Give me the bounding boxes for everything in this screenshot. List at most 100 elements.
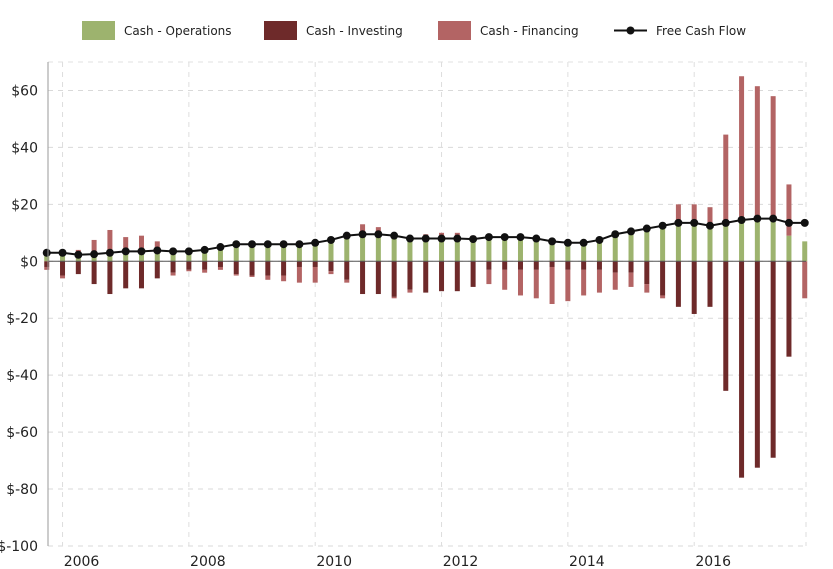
bar-cash-financing[interactable] <box>60 275 66 279</box>
bar-cash-financing[interactable] <box>723 134 729 225</box>
bar-cash-financing[interactable] <box>581 269 587 296</box>
bar-cash-financing[interactable] <box>360 224 366 233</box>
bar-cash-financing[interactable] <box>391 296 397 299</box>
bar-cash-financing[interactable] <box>517 269 523 296</box>
free-cash-flow-point[interactable] <box>532 234 541 243</box>
bar-cash-investing[interactable] <box>296 261 302 267</box>
free-cash-flow-point[interactable] <box>169 247 178 256</box>
free-cash-flow-point[interactable] <box>390 231 399 240</box>
bar-cash-investing[interactable] <box>454 261 460 292</box>
bar-cash-financing[interactable] <box>596 269 602 293</box>
bar-cash-financing[interactable] <box>707 207 713 228</box>
bar-cash-operations[interactable] <box>486 237 492 262</box>
free-cash-flow-point[interactable] <box>184 247 193 256</box>
free-cash-flow-point[interactable] <box>153 246 162 255</box>
legend-item[interactable]: Cash - Investing <box>264 21 403 40</box>
bar-cash-operations[interactable] <box>281 244 287 262</box>
bar-cash-operations[interactable] <box>391 235 397 262</box>
bar-cash-investing[interactable] <box>660 261 666 296</box>
bar-cash-operations[interactable] <box>707 227 713 262</box>
bar-cash-operations[interactable] <box>612 235 618 262</box>
bar-cash-financing[interactable] <box>407 289 413 293</box>
bar-cash-operations[interactable] <box>739 221 745 262</box>
free-cash-flow-point[interactable] <box>516 233 525 242</box>
free-cash-flow-point[interactable] <box>579 238 588 247</box>
bar-cash-investing[interactable] <box>565 261 571 270</box>
bar-cash-investing[interactable] <box>202 261 208 270</box>
free-cash-flow-point[interactable] <box>784 218 793 227</box>
bar-cash-financing[interactable] <box>44 266 50 270</box>
bar-cash-investing[interactable] <box>423 261 429 293</box>
bar-cash-investing[interactable] <box>154 261 160 279</box>
free-cash-flow-point[interactable] <box>674 218 683 227</box>
bar-cash-investing[interactable] <box>770 261 776 458</box>
free-cash-flow-point[interactable] <box>216 243 225 252</box>
bar-cash-investing[interactable] <box>312 261 318 267</box>
bar-cash-investing[interactable] <box>123 261 129 289</box>
free-cash-flow-point[interactable] <box>248 240 257 249</box>
bar-cash-operations[interactable] <box>770 221 776 262</box>
free-cash-flow-point[interactable] <box>358 230 367 239</box>
bar-cash-financing[interactable] <box>296 266 302 283</box>
free-cash-flow-point[interactable] <box>137 247 146 256</box>
bar-cash-operations[interactable] <box>123 251 129 262</box>
bar-cash-operations[interactable] <box>754 221 760 262</box>
free-cash-flow-point[interactable] <box>437 234 446 243</box>
free-cash-flow-point[interactable] <box>200 245 209 254</box>
bar-cash-investing[interactable] <box>75 261 81 275</box>
bar-cash-investing[interactable] <box>439 261 445 292</box>
bar-cash-operations[interactable] <box>439 238 445 262</box>
bar-cash-operations[interactable] <box>628 232 634 262</box>
bar-cash-operations[interactable] <box>675 224 681 262</box>
bar-cash-investing[interactable] <box>249 261 255 276</box>
bar-cash-investing[interactable] <box>407 261 413 290</box>
bar-cash-operations[interactable] <box>517 235 523 262</box>
bar-cash-financing[interactable] <box>660 295 666 299</box>
bar-cash-investing[interactable] <box>581 261 587 270</box>
bar-cash-operations[interactable] <box>660 227 666 262</box>
free-cash-flow-point[interactable] <box>279 240 288 249</box>
free-cash-flow-point[interactable] <box>453 234 462 243</box>
bar-cash-financing[interactable] <box>154 241 160 250</box>
bar-cash-operations[interactable] <box>170 252 176 262</box>
bar-cash-investing[interactable] <box>517 261 523 270</box>
bar-cash-financing[interactable] <box>502 269 508 290</box>
free-cash-flow-point[interactable] <box>705 221 714 230</box>
free-cash-flow-point[interactable] <box>800 218 809 227</box>
bar-cash-operations[interactable] <box>802 241 808 262</box>
bar-cash-financing[interactable] <box>754 86 760 222</box>
bar-cash-investing[interactable] <box>360 261 366 295</box>
bar-cash-operations[interactable] <box>786 235 792 262</box>
bar-cash-operations[interactable] <box>60 252 66 262</box>
bar-cash-operations[interactable] <box>407 238 413 262</box>
bar-cash-investing[interactable] <box>91 261 97 285</box>
bar-cash-financing[interactable] <box>281 275 287 282</box>
bar-cash-operations[interactable] <box>723 224 729 262</box>
bar-cash-financing[interactable] <box>202 269 208 273</box>
bar-cash-investing[interactable] <box>44 261 50 267</box>
bar-cash-operations[interactable] <box>565 242 571 262</box>
bar-cash-investing[interactable] <box>486 261 492 270</box>
bar-cash-operations[interactable] <box>249 244 255 262</box>
free-cash-flow-point[interactable] <box>690 218 699 227</box>
bar-cash-investing[interactable] <box>786 261 792 357</box>
free-cash-flow-point[interactable] <box>421 234 430 243</box>
free-cash-flow-point[interactable] <box>500 233 509 242</box>
free-cash-flow-point[interactable] <box>58 248 67 257</box>
bar-cash-financing[interactable] <box>533 269 539 299</box>
bar-cash-investing[interactable] <box>675 261 681 307</box>
bar-cash-financing[interactable] <box>802 261 808 299</box>
free-cash-flow-point[interactable] <box>627 227 636 236</box>
bar-cash-financing[interactable] <box>770 96 776 222</box>
free-cash-flow-point[interactable] <box>374 230 383 239</box>
bar-cash-operations[interactable] <box>691 224 697 262</box>
bar-cash-financing[interactable] <box>138 235 144 252</box>
bar-cash-financing[interactable] <box>123 237 129 252</box>
bar-cash-investing[interactable] <box>549 261 555 267</box>
free-cash-flow-point[interactable] <box>658 221 667 230</box>
bar-cash-financing[interactable] <box>612 272 618 290</box>
bar-cash-financing[interactable] <box>739 76 745 222</box>
free-cash-flow-point[interactable] <box>42 248 51 257</box>
bar-cash-operations[interactable] <box>233 244 239 262</box>
bar-cash-investing[interactable] <box>533 261 539 270</box>
